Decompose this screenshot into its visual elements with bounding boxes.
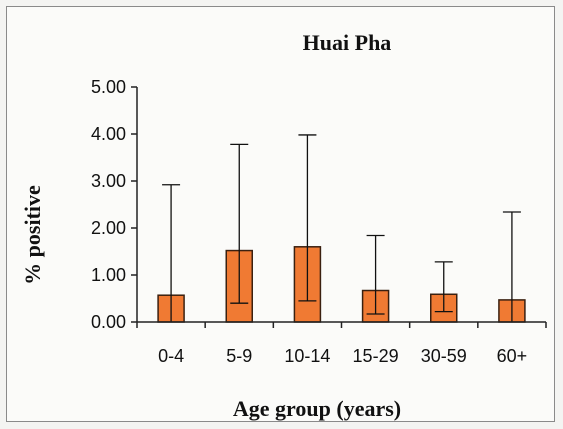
y-tick-label: 4.00 [91, 124, 126, 144]
y-tick-label: 1.00 [91, 265, 126, 285]
x-tick-label: 0-4 [158, 346, 184, 366]
x-tick-label: 5-9 [226, 346, 252, 366]
error-bar-30-59 [434, 261, 453, 313]
chart-title: Huai Pha [303, 30, 392, 55]
error-bar-5-9 [230, 143, 249, 304]
error-bar-0-4 [162, 184, 181, 322]
x-tick-label: 15-29 [353, 346, 399, 366]
error-bar-60+ [502, 211, 521, 322]
y-tick-label: 3.00 [91, 171, 126, 191]
x-axis-title: Age group (years) [233, 396, 401, 421]
x-tick-label: 10-14 [284, 346, 330, 366]
y-tick-label: 2.00 [91, 218, 126, 238]
error-bar-15-29 [366, 234, 385, 315]
y-tick-label: 0.00 [91, 312, 126, 332]
error-bar-10-14 [298, 134, 317, 302]
y-tick-label: 5.00 [91, 77, 126, 97]
chart-frame [6, 6, 555, 422]
x-tick-label: 60+ [497, 346, 528, 366]
x-tick-label: 30-59 [421, 346, 467, 366]
y-axis-title: % positive [20, 185, 45, 285]
